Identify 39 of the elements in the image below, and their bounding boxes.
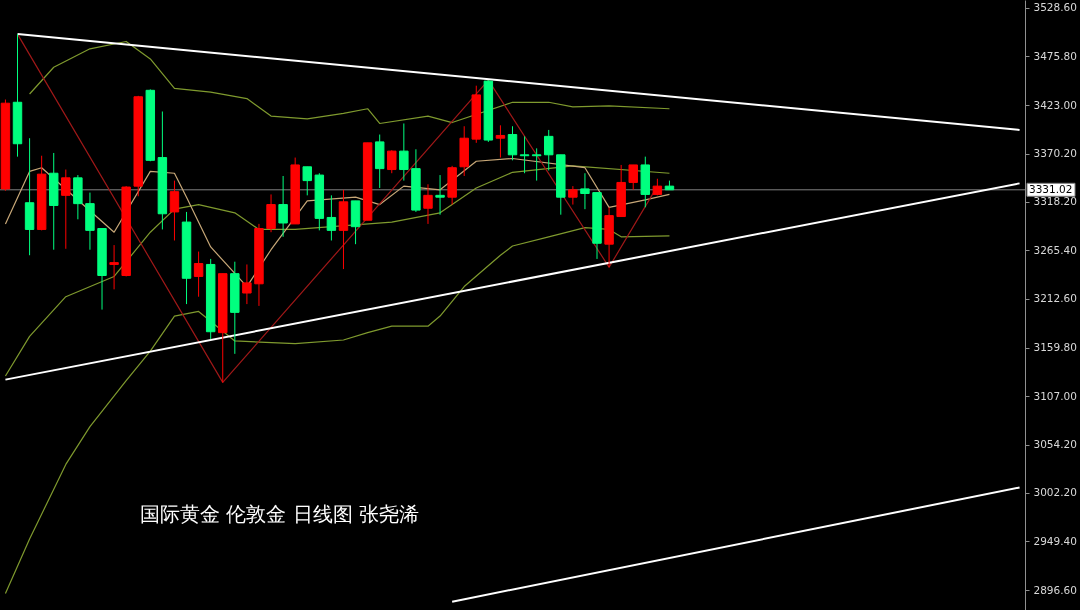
candlestick	[423, 183, 433, 225]
candlestick	[519, 135, 530, 174]
candlestick	[278, 175, 288, 238]
candlestick	[399, 122, 409, 182]
candlestick	[568, 185, 578, 206]
candlestick	[531, 147, 542, 182]
candlestick	[169, 180, 180, 241]
y-tick-label: 3107.00	[1033, 389, 1077, 402]
candlestick	[580, 172, 590, 210]
candlestick	[387, 149, 397, 174]
y-tick-label: 3212.60	[1033, 292, 1077, 305]
y-tick-label: 3054.20	[1033, 438, 1077, 451]
line-series	[4, 165, 671, 377]
candlestick	[266, 193, 276, 233]
candlestick	[543, 129, 554, 171]
line-series	[4, 227, 671, 595]
candlestick	[507, 125, 518, 161]
ref-line-label: 3331.02	[1029, 182, 1073, 195]
candlestick	[242, 263, 252, 305]
candlestick	[109, 244, 119, 290]
y-tick-label: 3318.20	[1033, 195, 1077, 208]
y-tick-label: 3423.00	[1033, 98, 1077, 111]
candlestick	[326, 194, 337, 241]
candlestick	[302, 166, 312, 196]
y-tick-label: 3159.80	[1033, 341, 1077, 354]
candlestick	[495, 124, 506, 159]
annotation: 国际黄金 伦敦金 日线图 张尧浠	[140, 502, 420, 526]
candlestick	[435, 174, 445, 216]
y-tick-label: 3528.60	[1033, 1, 1077, 14]
y-tick-label: 3475.80	[1033, 49, 1077, 62]
y-tick-label: 2949.40	[1033, 534, 1077, 547]
candlestick	[193, 251, 204, 298]
y-tick-label: 3002.20	[1033, 486, 1077, 499]
line-series	[28, 40, 671, 125]
candlestick	[61, 169, 71, 250]
y-tick-label: 3265.40	[1033, 243, 1077, 256]
y-tick-label: 2896.60	[1033, 583, 1077, 596]
y-tick-label: 3370.20	[1033, 147, 1077, 160]
candlestick	[628, 164, 638, 191]
